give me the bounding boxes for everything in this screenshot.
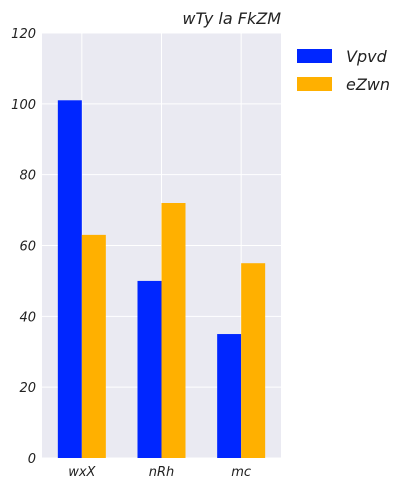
bar-vpvd-mc — [217, 334, 242, 458]
bar-vpvd-wxx — [57, 100, 82, 459]
legend-swatch-ezwn — [297, 77, 332, 91]
y-tick-label: 120 — [11, 27, 36, 42]
legend-label-ezwn: eZwn — [346, 75, 390, 94]
chart-title: wTy la FkZM — [182, 9, 281, 28]
bar-vpvd-nrh — [137, 280, 162, 458]
legend: Vpvd eZwn — [297, 47, 390, 94]
y-tick-label: 40 — [19, 310, 36, 325]
y-tick-label: 20 — [19, 381, 36, 396]
bar-ezwn-mc — [241, 263, 266, 458]
y-tick-label: 80 — [19, 169, 36, 184]
x-axis-ticks: wxX nRh mc — [68, 465, 251, 480]
bar-ezwn-wxx — [81, 234, 106, 458]
legend-label-vpvd: Vpvd — [346, 47, 388, 66]
y-tick-label: 60 — [19, 240, 36, 255]
y-tick-label: 0 — [28, 452, 36, 467]
x-tick-label: wxX — [68, 465, 96, 480]
bars — [57, 100, 266, 459]
y-tick-label: 100 — [11, 98, 36, 113]
bar-ezwn-nrh — [161, 203, 186, 458]
legend-swatch-vpvd — [297, 49, 332, 63]
x-tick-label: mc — [231, 465, 251, 480]
x-tick-label: nRh — [149, 465, 175, 480]
y-axis-ticks: 0 20 40 60 80 100 120 — [11, 27, 36, 467]
